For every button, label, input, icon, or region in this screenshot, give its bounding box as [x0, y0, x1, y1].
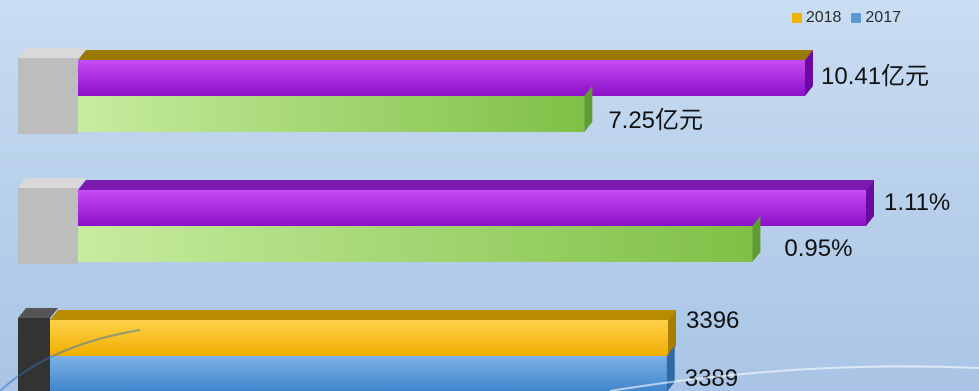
bar-group-2 [18, 178, 874, 264]
legend-swatch-2017 [851, 13, 862, 23]
bar-2017-side [584, 86, 593, 132]
axis-block [18, 58, 78, 134]
bar-2017 [50, 356, 667, 391]
bar-2018-side [668, 310, 676, 356]
legend-label-2017: 2017 [865, 9, 901, 26]
bar-group-3 [18, 308, 676, 391]
bar-group-1 [18, 48, 813, 134]
data-label-2018: 1.11% [884, 189, 950, 216]
bar-2018 [50, 320, 668, 356]
legend-item-2017: 2017 [851, 9, 901, 27]
legend-label-2018: 2018 [805, 9, 842, 26]
data-label-2018: 10.41亿元 [821, 63, 929, 90]
bar-2017 [78, 96, 585, 132]
bar-2018-top [50, 310, 676, 320]
bar-2018-top [78, 180, 874, 190]
bar-2017 [78, 226, 753, 262]
legend-swatch-2018 [791, 13, 802, 23]
bar-2018-top [78, 50, 813, 60]
bar-2018 [78, 190, 866, 226]
bar-2017-side [666, 346, 675, 391]
axis-block-top [18, 178, 86, 188]
axis-block-top [18, 48, 86, 58]
bar-2018-side [805, 50, 813, 96]
bar-2017-side [752, 216, 761, 262]
background-arc [609, 365, 979, 391]
data-label-2018: 3396 [686, 307, 739, 334]
axis-block-top [18, 308, 58, 318]
data-label-2017: 7.25亿元 [608, 107, 703, 134]
chart-legend: 2018 2017 [791, 9, 901, 27]
bar-2018 [78, 60, 805, 96]
background-arc-left [0, 329, 141, 391]
legend-item-2018: 2018 [791, 9, 842, 27]
data-label-2017: 0.95% [784, 235, 852, 262]
axis-block [18, 188, 78, 264]
bar-2018-side [866, 180, 874, 226]
axis-block [18, 318, 50, 391]
